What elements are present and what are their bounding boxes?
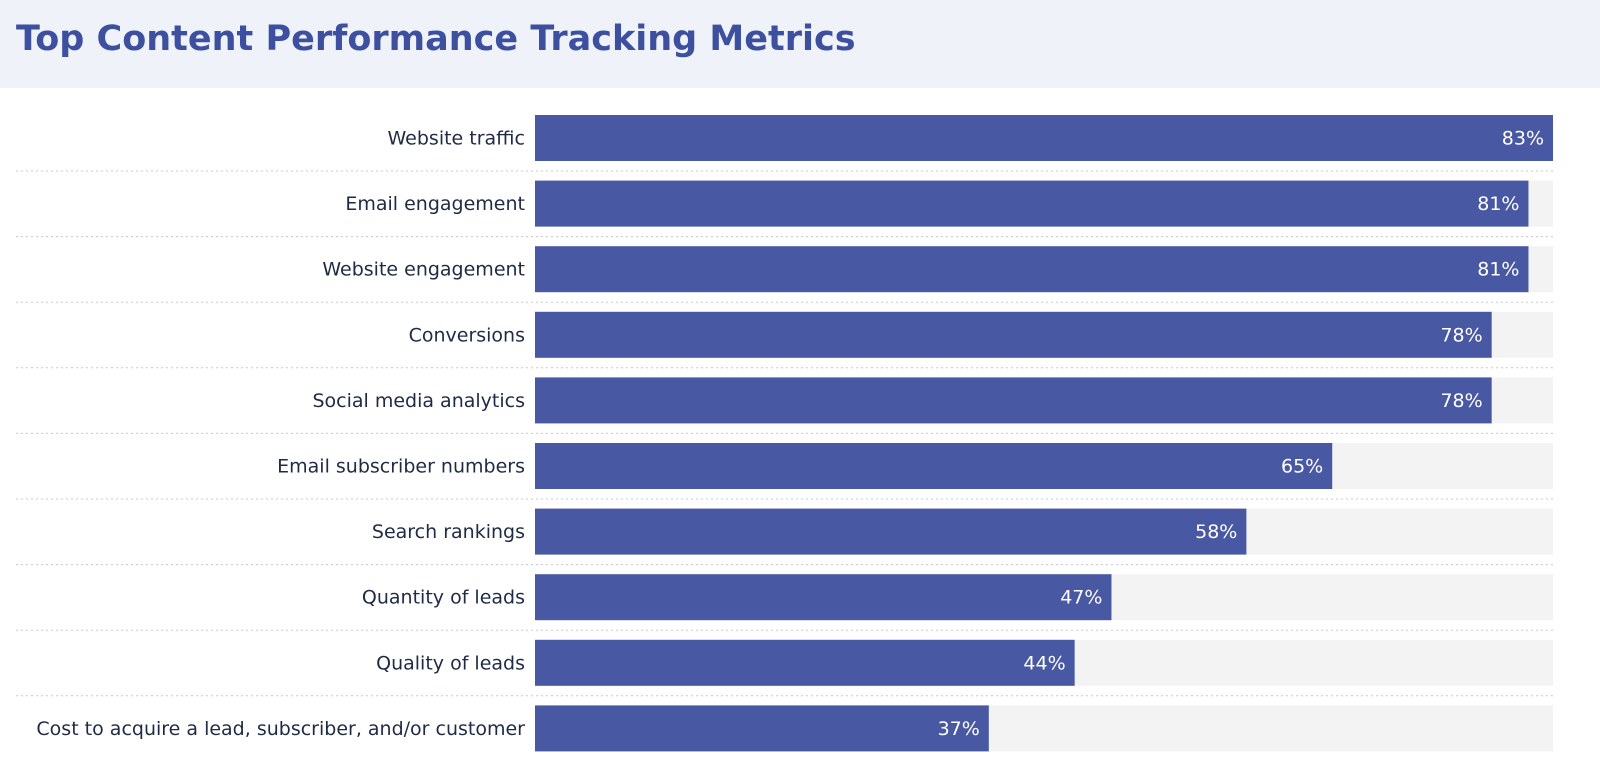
value-label: 37% <box>938 718 980 740</box>
bar <box>535 508 1247 555</box>
category-label: Quality of leads <box>376 652 525 674</box>
bar <box>535 705 989 752</box>
bar <box>535 246 1529 293</box>
category-label: Social media analytics <box>312 390 525 412</box>
chart-title: Top Content Performance Tracking Metrics <box>16 19 856 59</box>
value-label: 78% <box>1440 324 1482 346</box>
title-band <box>0 0 1600 88</box>
value-label: 58% <box>1195 521 1237 543</box>
value-label: 65% <box>1281 456 1323 478</box>
category-label: Email subscriber numbers <box>277 456 525 478</box>
category-label: Quantity of leads <box>362 587 525 609</box>
category-label: Website engagement <box>322 259 525 281</box>
category-label: Email engagement <box>345 193 525 215</box>
value-label: 83% <box>1502 128 1544 150</box>
bar <box>535 574 1112 621</box>
value-label: 47% <box>1060 587 1102 609</box>
value-label: 78% <box>1440 390 1482 412</box>
category-label: Website traffic <box>388 128 526 150</box>
value-label: 81% <box>1477 259 1519 281</box>
category-label: Conversions <box>409 324 525 346</box>
bar <box>535 639 1075 686</box>
bar <box>535 443 1333 489</box>
bar <box>535 311 1492 358</box>
category-label: Search rankings <box>372 521 525 543</box>
value-label: 44% <box>1023 652 1065 674</box>
bar <box>535 377 1492 424</box>
category-label: Cost to acquire a lead, subscriber, and/… <box>36 718 525 740</box>
value-label: 81% <box>1477 193 1519 215</box>
bar <box>535 180 1529 227</box>
bar <box>535 115 1553 161</box>
